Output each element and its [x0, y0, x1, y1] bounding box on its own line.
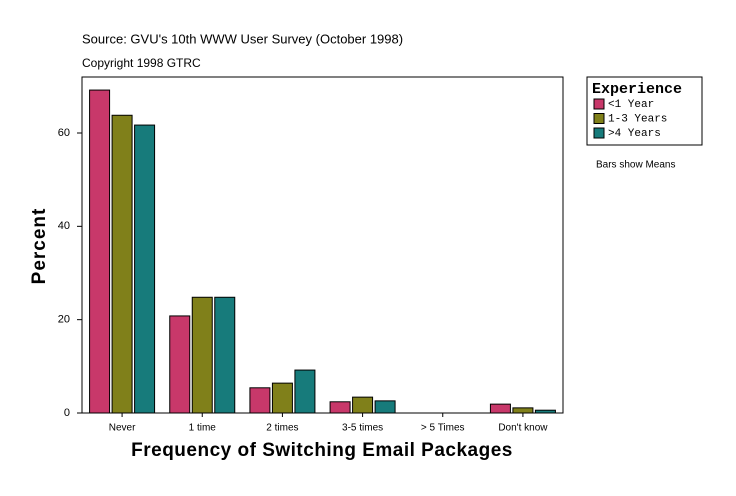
y-tick-label: 60	[58, 127, 70, 139]
bar	[169, 315, 191, 414]
legend-title: Experience	[592, 81, 682, 98]
chart-subtitle: Copyright 1998 GTRC	[82, 56, 201, 70]
bar	[214, 296, 236, 414]
bar	[489, 403, 511, 414]
bar	[191, 296, 213, 414]
legend-swatch	[593, 98, 605, 110]
legend-box	[586, 76, 703, 146]
legend-swatch	[593, 113, 605, 124]
bar	[134, 124, 156, 414]
x-tick-label: Never	[109, 423, 136, 434]
chart-title: Source: GVU's 10th WWW User Survey (Octo…	[82, 31, 403, 46]
x-axis-label: Frequency of Switching Email Packages	[131, 440, 513, 461]
plot-frame	[81, 76, 564, 414]
bar	[249, 387, 271, 414]
bar	[329, 401, 351, 414]
x-tick-label: Don't know	[498, 423, 548, 434]
x-tick-label: 3-5 times	[342, 423, 383, 434]
bar	[374, 400, 396, 414]
bar	[352, 396, 374, 414]
bar	[534, 409, 556, 414]
bar	[271, 382, 293, 414]
y-tick-label: 0	[64, 407, 70, 419]
note: Bars show Means	[596, 160, 675, 171]
legend-label: >4 Years	[608, 128, 661, 140]
y-axis-label: Percent	[29, 208, 50, 285]
x-tick-label: > 5 Times	[421, 423, 465, 434]
bar	[89, 89, 111, 414]
legend-swatch	[593, 127, 605, 139]
x-tick-label: 1 time	[189, 423, 217, 434]
bar	[111, 114, 133, 414]
legend-label: 1-3 Years	[608, 113, 667, 125]
legend-label: <1 Year	[608, 99, 654, 111]
bar	[512, 407, 534, 414]
bar	[294, 369, 316, 414]
y-tick-label: 40	[58, 220, 70, 232]
x-tick-label: 2 times	[266, 423, 298, 434]
y-tick-label: 20	[58, 314, 70, 326]
